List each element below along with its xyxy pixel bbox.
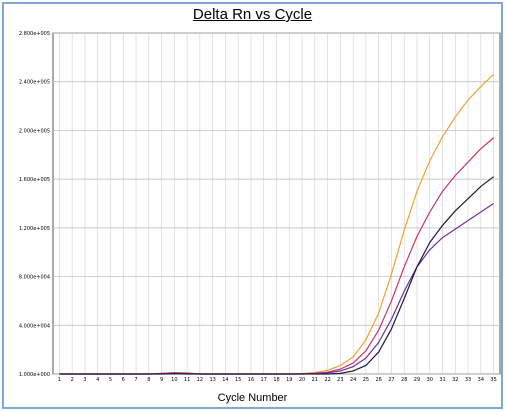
x-tick-label: 33 xyxy=(465,377,471,383)
y-tick-label: 2.000e+005 xyxy=(19,128,50,134)
x-tick-label: 29 xyxy=(414,377,420,383)
x-tick-label: 7 xyxy=(134,377,137,383)
x-tick-label: 10 xyxy=(171,377,177,383)
x-tick-label: 32 xyxy=(452,377,458,383)
x-tick-label: 6 xyxy=(122,377,125,383)
y-tick-label: 1.600e+005 xyxy=(19,177,50,183)
x-tick-label: 22 xyxy=(324,377,330,383)
x-tick-label: 20 xyxy=(299,377,305,383)
x-tick-label: 27 xyxy=(388,377,394,383)
y-tick-label: 2.400e+005 xyxy=(19,80,50,86)
y-tick-label: 4.000e+004 xyxy=(19,323,50,329)
x-tick-label: 8 xyxy=(147,377,150,383)
x-tick-label: 12 xyxy=(197,377,203,383)
x-tick-label: 14 xyxy=(222,377,228,383)
x-tick-label: 1 xyxy=(58,377,61,383)
x-tick-label: 18 xyxy=(273,377,279,383)
x-tick-label: 9 xyxy=(160,377,163,383)
x-tick-label: 34 xyxy=(478,377,484,383)
y-tick-label: 2.800e+005 xyxy=(19,31,50,37)
y-tick-label: 8.000e+004 xyxy=(19,275,50,281)
x-tick-label: 15 xyxy=(235,377,241,383)
chart-title: Delta Rn vs Cycle xyxy=(192,6,313,23)
x-tick-label: 17 xyxy=(261,377,267,383)
x-tick-label: 11 xyxy=(184,377,190,383)
x-tick-label: 16 xyxy=(248,377,254,383)
x-tick-label: 5 xyxy=(109,377,112,383)
x-tick-label: 4 xyxy=(96,377,99,383)
x-tick-label: 25 xyxy=(363,377,369,383)
x-axis-label: Cycle Number xyxy=(217,392,288,404)
x-tick-label: 23 xyxy=(337,377,343,383)
x-tick-label: 26 xyxy=(375,377,381,383)
x-tick-label: 31 xyxy=(439,377,445,383)
x-tick-label: 13 xyxy=(209,377,215,383)
x-tick-label: 2 xyxy=(71,377,74,383)
x-tick-label: 19 xyxy=(286,377,292,383)
x-tick-label: 21 xyxy=(312,377,318,383)
y-tick-label: 1.000e+000 xyxy=(19,372,50,378)
x-tick-label: 35 xyxy=(490,377,496,383)
series-line-4 xyxy=(59,176,494,375)
y-tick-label: 1.200e+005 xyxy=(19,226,50,232)
x-tick-label: 30 xyxy=(427,377,433,383)
x-tick-label: 24 xyxy=(350,377,356,383)
x-tick-label: 28 xyxy=(401,377,407,383)
x-tick-label: 3 xyxy=(83,377,86,383)
